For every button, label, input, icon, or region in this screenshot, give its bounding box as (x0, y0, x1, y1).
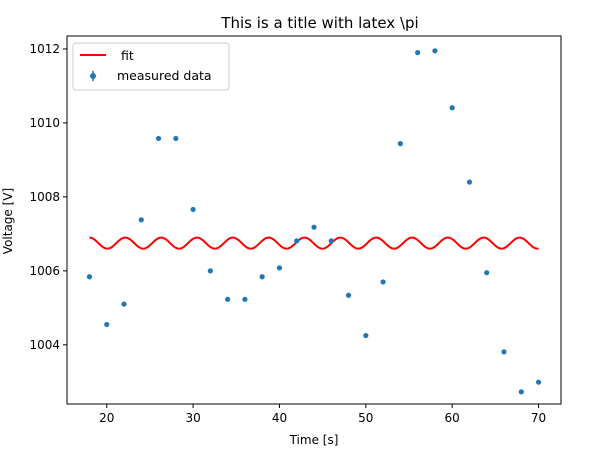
x-tick-label: 60 (445, 411, 460, 425)
data-point (363, 332, 369, 339)
x-tick-label: 40 (272, 411, 287, 425)
y-tick-label: 1004 (29, 338, 60, 352)
data-point (138, 217, 144, 223)
data-point (121, 301, 127, 307)
axes-frame (66, 35, 562, 405)
data-point (225, 296, 231, 302)
data-point (518, 389, 524, 395)
data-point (311, 224, 317, 230)
data-point (155, 135, 162, 142)
data-point (207, 268, 213, 274)
data-point (173, 135, 179, 142)
x-tick-label: 30 (185, 411, 200, 425)
legend-fit-label: fit (117, 48, 134, 63)
data-point (86, 274, 93, 280)
y-tick-label: 1008 (29, 190, 60, 204)
data-point (397, 141, 403, 147)
x-tick-label: 50 (358, 411, 373, 425)
data-point (380, 279, 386, 285)
x-axis: 20 30 40 50 60 70 (99, 404, 546, 425)
data-point (259, 274, 265, 280)
data-point (328, 238, 334, 244)
y-axis-label: Voltage [V] (1, 188, 15, 254)
data-point (466, 179, 473, 185)
chart-title: This is a title with latex \pi (220, 14, 418, 32)
legend-box (72, 42, 230, 91)
y-tick-label: 1006 (29, 264, 60, 278)
data-point (432, 48, 438, 54)
fit-line (89, 236, 539, 250)
data-point (415, 50, 421, 56)
data-point (535, 379, 542, 385)
data-point (501, 349, 507, 355)
data-point (484, 270, 490, 276)
legend-measured-label: measured data (117, 68, 212, 83)
legend: fit measured data (72, 42, 230, 91)
data-point (242, 296, 248, 302)
x-tick-label: 70 (531, 411, 546, 425)
y-tick-label: 1012 (29, 42, 60, 56)
data-point (294, 238, 300, 244)
legend-measured-swatch (90, 73, 96, 79)
y-tick-label: 1010 (29, 116, 60, 130)
measured-data-points (86, 48, 542, 395)
x-axis-label: Time [s] (289, 433, 339, 447)
x-tick-label: 20 (99, 411, 114, 425)
data-point (190, 206, 196, 213)
data-point (276, 265, 283, 271)
data-point (449, 105, 455, 111)
data-point (345, 292, 352, 298)
fit-curve (89, 236, 539, 250)
data-point (104, 321, 110, 328)
y-axis: 1004 1006 1008 1010 1012 (29, 42, 67, 352)
